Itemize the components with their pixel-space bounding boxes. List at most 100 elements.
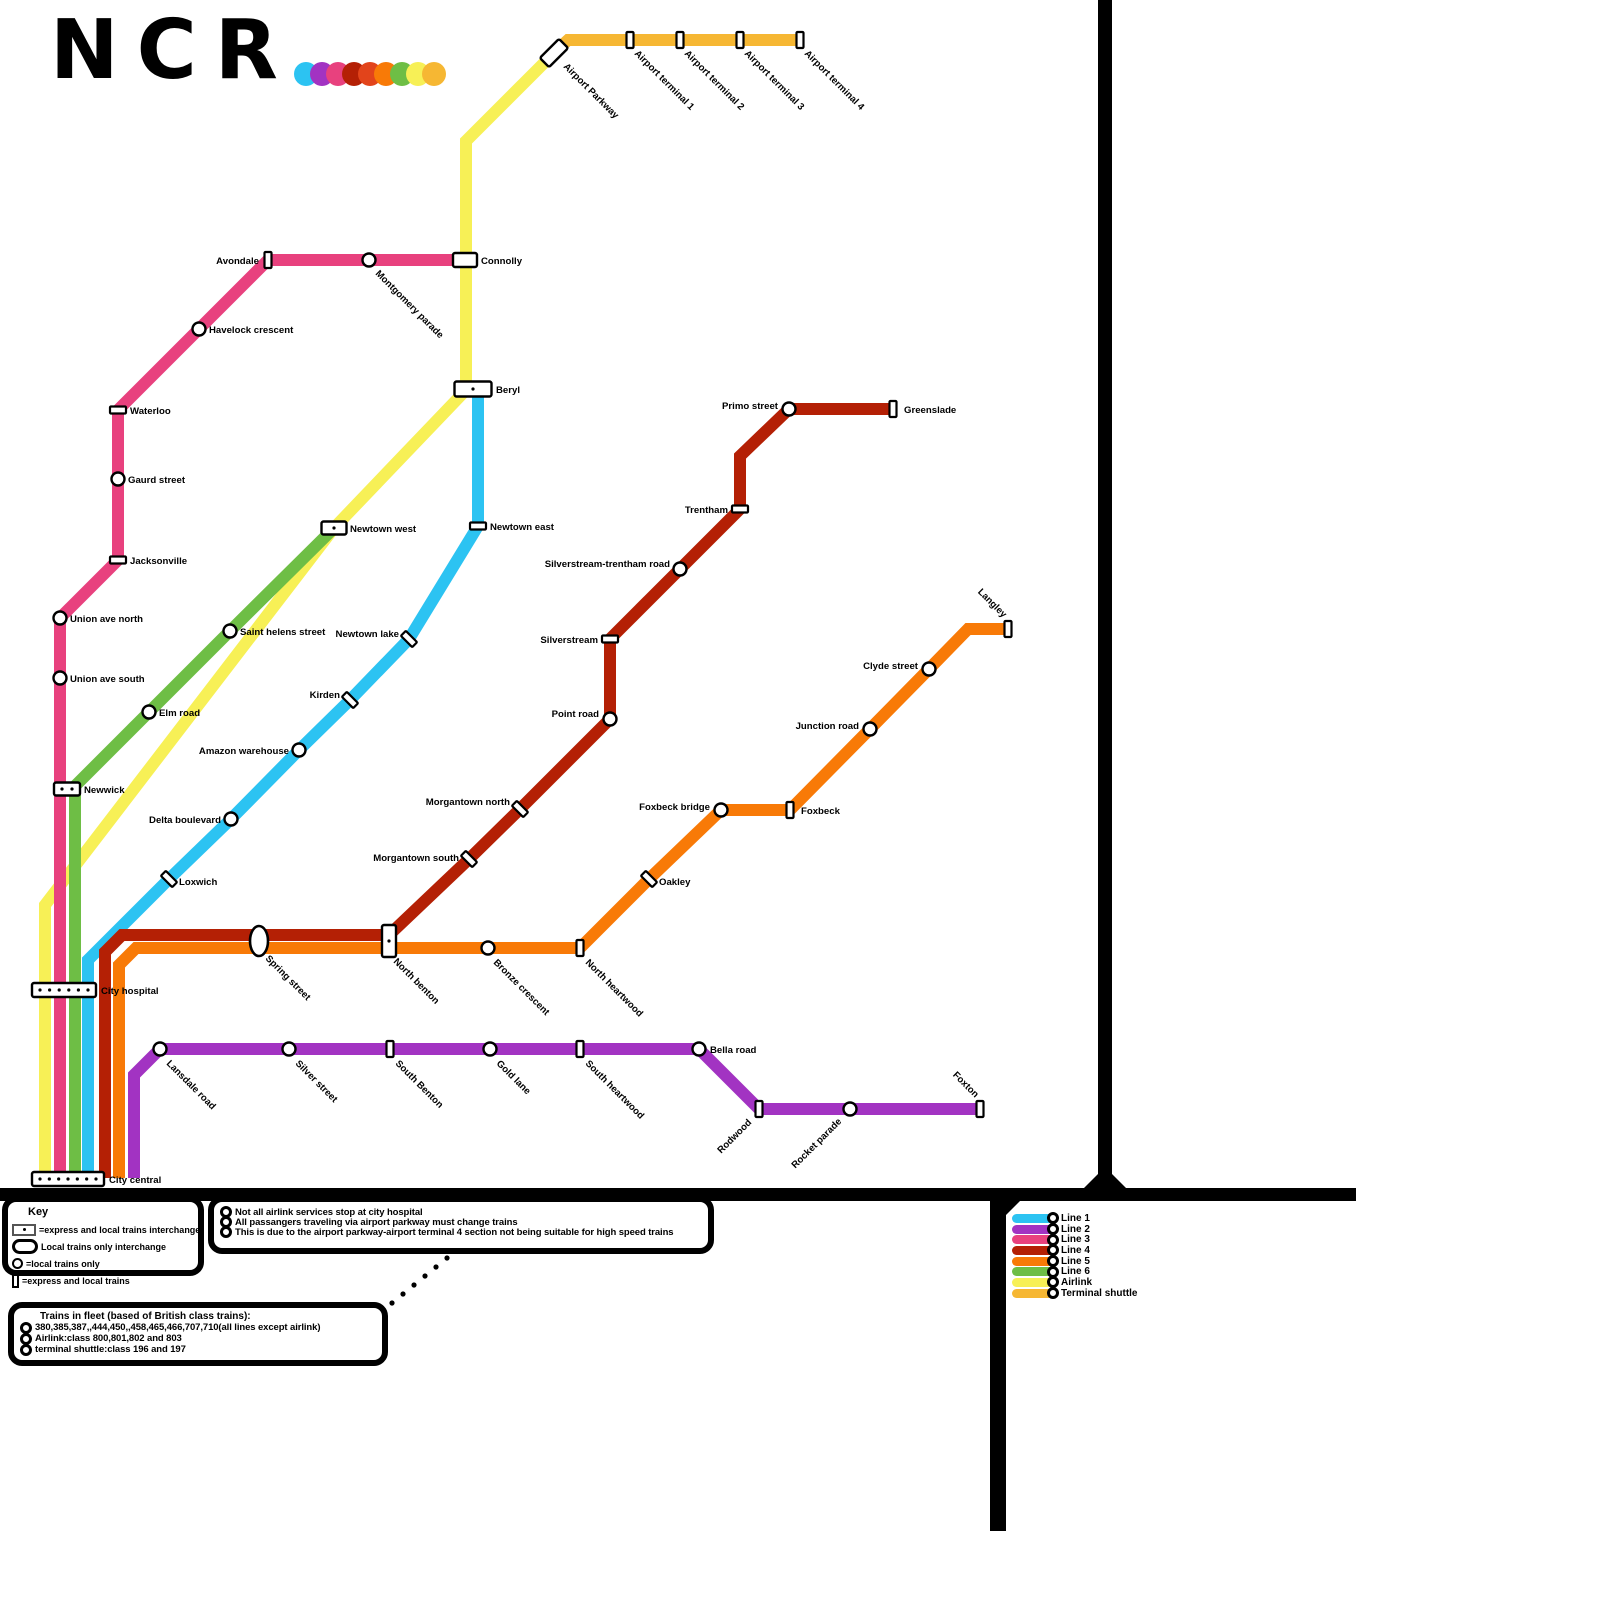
fleet-item-2: terminal shuttle:class 196 and 197: [20, 1343, 378, 1356]
legend-item-label: Airlink: [1061, 1276, 1093, 1288]
legend-item-line-1: Line 1: [1012, 1212, 1138, 1225]
circle-marker-icon: [12, 1258, 23, 1269]
interchange-dot: [86, 988, 90, 992]
fleet-item-label: terminal shuttle:class 196 and 197: [35, 1344, 186, 1355]
station-marker-circle: [842, 1101, 858, 1117]
station-label-morgantown-north: Morgantown north: [426, 797, 510, 808]
interchange-dot: [76, 988, 80, 992]
station-newtown-west: Newtown west: [320, 520, 417, 536]
station-union-ave-south: Union ave south: [52, 670, 145, 686]
interchange-dot: [66, 1177, 70, 1181]
station-marker-circle: [480, 940, 496, 956]
station-morgantown-north: Morgantown north: [426, 797, 529, 818]
station-label-silver-street: Silver street: [293, 1058, 340, 1105]
legend-item-line-3: Line 3: [1012, 1233, 1138, 1246]
bullet-ring-icon: [20, 1332, 32, 1345]
station-label-airport-terminal-3: Airport terminal 3: [742, 48, 806, 112]
station-connolly: Connolly: [451, 251, 523, 269]
station-label-foxton: Foxton: [950, 1070, 980, 1100]
legend-color-bar: [1012, 1213, 1056, 1223]
interchange-dot: [85, 1177, 89, 1181]
fleet-item-label: 380,385,387,,444,450,,458,465,466,707,71…: [35, 1322, 321, 1333]
interchange-dot: [75, 1177, 79, 1181]
station-marker-tick: [460, 850, 478, 868]
station-marker-circle: [482, 1041, 498, 1057]
legend-color-bar: [1012, 1224, 1056, 1234]
station-label-bella-road: Bella road: [710, 1045, 757, 1056]
legend-ring-icon: [1047, 1244, 1059, 1257]
interchange-dot: [38, 988, 42, 992]
logo-dots: [293, 62, 446, 86]
station-foxbeck-bridge: Foxbeck bridge: [639, 802, 729, 818]
frame-bevel-2: [1006, 1201, 1020, 1215]
station-marker-tick: [511, 800, 529, 818]
note-pointer-dot-5: [389, 1300, 395, 1306]
station-label-clyde-street: Clyde street: [863, 661, 919, 672]
station-rodwood: Rodwood: [715, 1099, 764, 1156]
station-loxwich: Loxwich: [160, 870, 218, 888]
station-point-road: Point road: [552, 709, 618, 727]
station-label-loxwich: Loxwich: [179, 877, 218, 888]
line-legend: Line 1 Line 2 Line 3 Line 4 Line 5 Line 6 Airl…: [1012, 1212, 1138, 1300]
legend-item-label: Line 1: [1061, 1212, 1090, 1224]
station-label-amazon-warehouse: Amazon warehouse: [199, 746, 289, 757]
legend-item-line-2: Line 2: [1012, 1223, 1138, 1236]
station-label-elm-road: Elm road: [159, 708, 200, 719]
station-city-hospital: City hospital: [30, 981, 159, 999]
legend-item-label: Line 2: [1061, 1223, 1090, 1235]
logo-dot-8: [421, 62, 446, 86]
station-marker-interchange: [52, 781, 82, 797]
station-label-lansdale-road: Lansdale road: [164, 1058, 218, 1112]
rect-dots-marker-icon: [12, 1223, 36, 1236]
legend-item-label: Line 4: [1061, 1244, 1090, 1256]
station-marker-tick: [730, 504, 750, 514]
legend-item-terminal-shuttle: Terminal shuttle: [1012, 1287, 1138, 1300]
station-junction-road: Junction road: [796, 721, 878, 737]
station-marker-tick: [735, 30, 745, 50]
key-item-rect-dots: =express and local trains interchange: [12, 1221, 200, 1238]
key-item-tick: =express and local trains: [12, 1272, 194, 1289]
station-marker-tick: [640, 870, 658, 888]
interchange-dot: [471, 387, 475, 391]
station-city-central: City central: [30, 1170, 161, 1188]
legend-color-bar: [1012, 1245, 1056, 1255]
station-label-foxbeck-bridge: Foxbeck bridge: [639, 802, 710, 813]
station-marker-oval: [248, 924, 270, 958]
fleet-title: Trains in fleet (based of British class …: [40, 1311, 251, 1322]
station-label-connolly: Connolly: [481, 256, 523, 267]
station-label-union-ave-south: Union ave south: [70, 674, 145, 685]
station-delta-boulevard: Delta boulevard: [149, 811, 239, 827]
station-marker-circle: [223, 811, 239, 827]
fleet-rows: 380,385,387,,444,450,,458,465,466,707,71…: [20, 1321, 378, 1356]
station-marker-circle: [52, 670, 68, 686]
frame-bar-2: [990, 1199, 1006, 1531]
station-oakley: Oakley: [640, 870, 691, 888]
note-pointer-dot-4: [400, 1291, 406, 1297]
station-marker-circle: [713, 802, 729, 818]
interchange-dot: [60, 787, 64, 791]
station-label-newtown-lake: Newtown lake: [336, 629, 399, 640]
line-airlink: [39, 48, 559, 1178]
station-marker-tick: [263, 250, 273, 270]
key-box: Key =express and local trains interchang…: [2, 1196, 204, 1288]
note-item-0: Not all airlink services stop at city ho…: [220, 1206, 704, 1218]
station-north-benton: North benton: [380, 923, 441, 1007]
notes-box: Not all airlink services stop at city ho…: [208, 1196, 714, 1254]
station-airport-parkway: Airport Parkway: [539, 38, 621, 122]
legend-item-label: Line 6: [1061, 1266, 1090, 1278]
legend-color-bar: [1012, 1267, 1056, 1277]
legend-ring-icon: [1047, 1212, 1059, 1225]
key-rows: =express and local trains interchange Lo…: [12, 1221, 200, 1289]
note-pointer-dot-0: [444, 1255, 450, 1261]
station-marker-tick: [468, 521, 488, 531]
station-marker-tick: [625, 30, 635, 50]
legend-ring-icon: [1047, 1276, 1059, 1289]
station-label-havelock-crescent: Havelock crescent: [209, 325, 294, 336]
station-marker-interchange: [30, 981, 98, 999]
line-line2: [128, 1043, 980, 1178]
interchange-dot: [48, 988, 52, 992]
station-marker-tick: [108, 555, 128, 565]
station-label-city-hospital: City hospital: [101, 986, 159, 997]
interchange-dot: [332, 526, 336, 530]
